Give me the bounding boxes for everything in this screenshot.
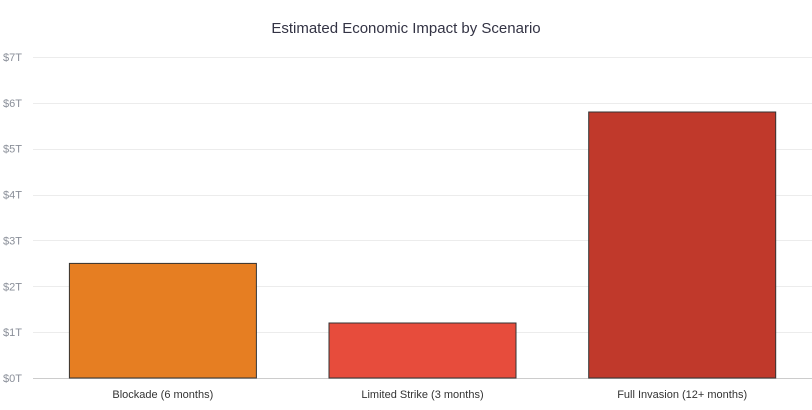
y-tick-label: $7T: [3, 52, 22, 64]
bar-3[interactable]: [588, 111, 777, 379]
chart-title: Estimated Economic Impact by Scenario: [271, 20, 540, 37]
y-tick-label: $5T: [3, 144, 22, 156]
x-category-label: Full Invasion (12+ months): [617, 389, 747, 401]
x-category-label: Limited Strike (3 months): [361, 389, 483, 401]
y-tick-label: $2T: [3, 281, 22, 293]
bar-1[interactable]: [68, 262, 257, 379]
y-tick-label: $4T: [3, 190, 22, 202]
y-axis-ticks: $0T $1T $2T $3T $4T $5T $6T $7T: [3, 52, 22, 385]
bar-2[interactable]: [328, 322, 517, 379]
bars: [68, 111, 777, 379]
y-tick-label: $6T: [3, 98, 22, 110]
x-category-label: Blockade (6 months): [112, 389, 213, 401]
y-tick-label: $1T: [3, 327, 22, 339]
y-tick-label: $0T: [3, 373, 22, 385]
x-axis-labels: Blockade (6 months) Limited Strike (3 mon…: [112, 389, 747, 401]
y-tick-label: $3T: [3, 235, 22, 247]
